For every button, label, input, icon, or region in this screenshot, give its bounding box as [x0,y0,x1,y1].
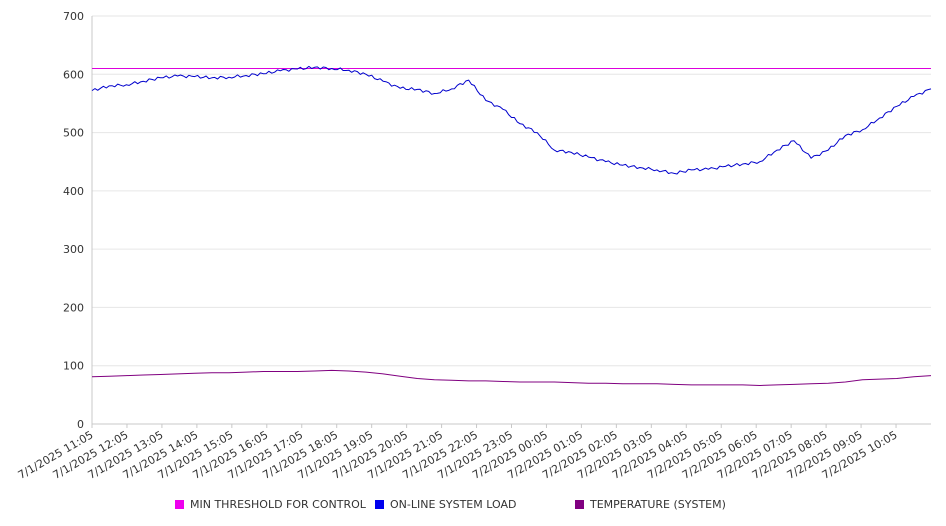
legend-swatch-temperature [575,500,584,509]
legend-swatch-load [375,500,384,509]
y-tick-label: 600 [63,68,84,81]
y-tick-label: 100 [63,360,84,373]
axes [91,16,931,428]
y-tick-labels: 0 100 200 300 400 500 600 700 [63,10,84,431]
series-lines [91,65,932,386]
legend-label-temperature: TEMPERATURE (SYSTEM) [590,498,726,511]
legend-swatch-threshold [175,500,184,509]
y-tick-label: 300 [63,243,84,256]
y-tick-label: 0 [77,418,84,431]
y-tick-label: 200 [63,301,84,314]
gridlines [92,15,931,367]
legend-label-threshold: MIN THRESHOLD FOR CONTROL [190,498,366,511]
legend-label-load: ON-LINE SYSTEM LOAD [390,498,517,511]
legend-item-load: ON-LINE SYSTEM LOAD [375,498,516,511]
y-tick-label: 700 [63,10,84,23]
series-line-online-system-load [91,65,932,175]
y-tick-label: 400 [63,185,84,198]
legend-item-temperature: TEMPERATURE (SYSTEM) [575,498,726,511]
legend: MIN THRESHOLD FOR CONTROL ON-LINE SYSTEM… [0,498,946,514]
x-tick-labels: 7/1/2025 11:057/1/2025 12:057/1/2025 13:… [16,428,900,482]
series-line-temperature [91,369,932,386]
y-tick-label: 500 [63,127,84,140]
legend-item-threshold: MIN THRESHOLD FOR CONTROL [175,498,366,511]
